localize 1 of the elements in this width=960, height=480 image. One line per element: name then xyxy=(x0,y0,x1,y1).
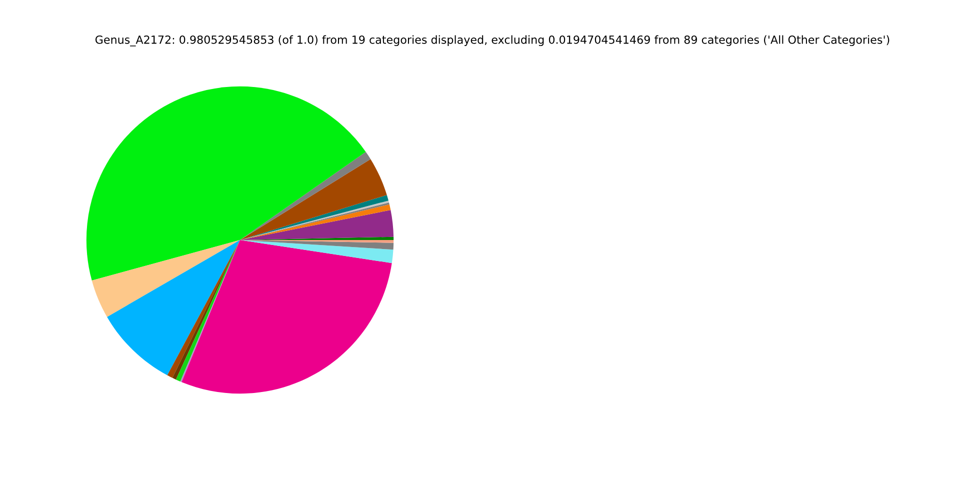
text: Genus_A2172: 0.980529545853 (of 1.0) from 19 categories displayed, excluding 0.0194704541469 from 89 categories ('All Other Categories') xyxy=(95,35,890,46)
